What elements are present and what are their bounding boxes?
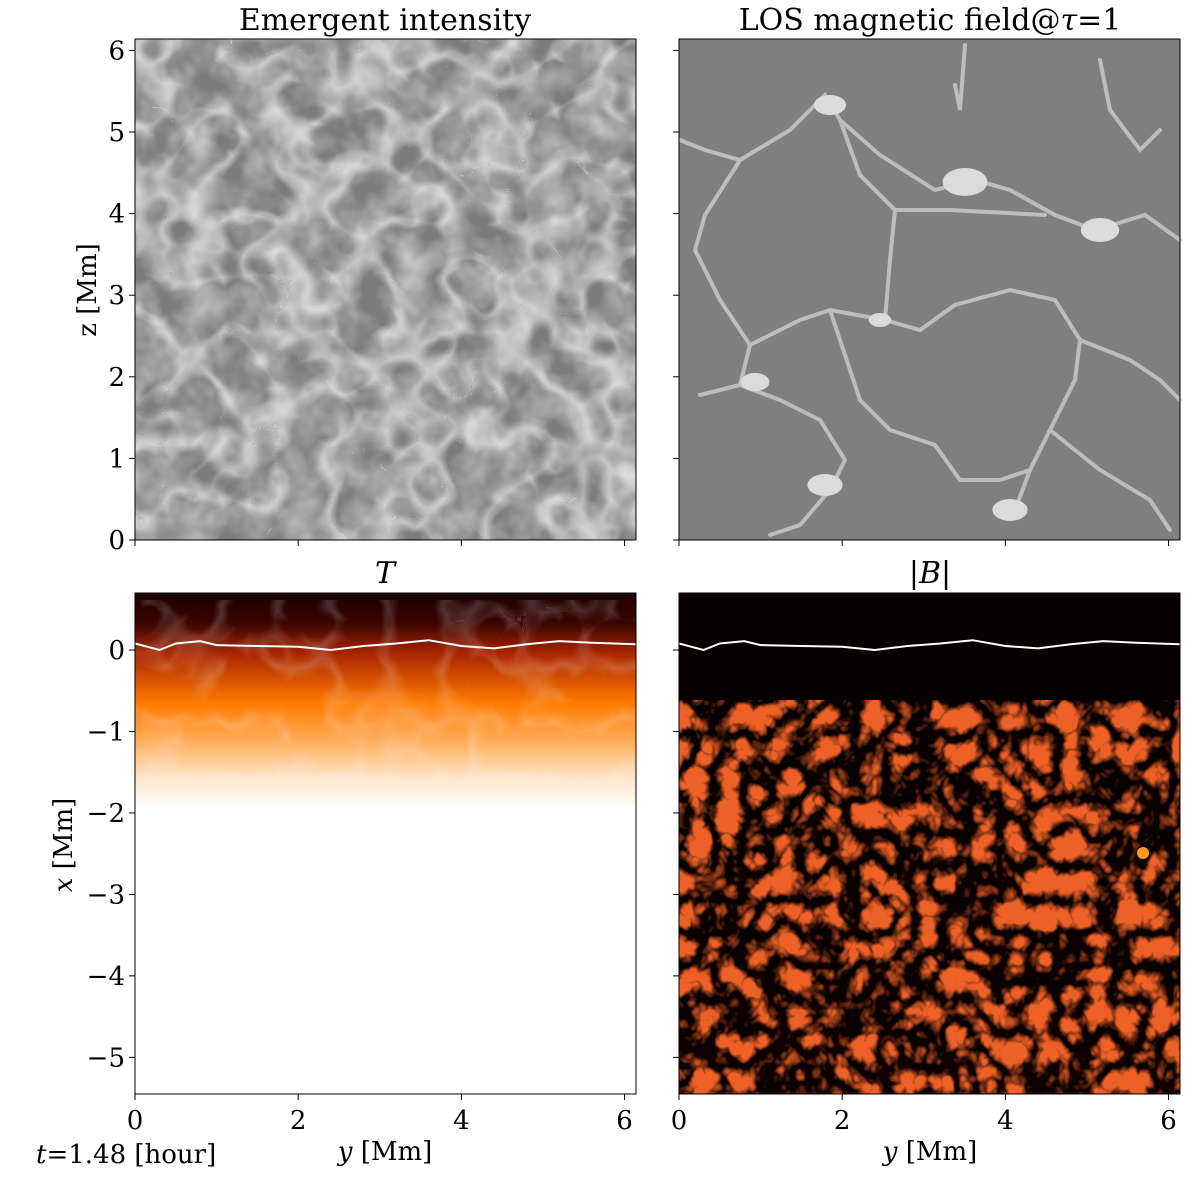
temperature-ylabel: x [Mm] [49,798,79,893]
y-tick-label: 1 [108,444,125,474]
x-tick-label: 6 [616,1106,633,1136]
intensity-frame [134,38,637,541]
temperature-xlabel: y [Mm] [337,1137,433,1167]
x-tick-label: 0 [671,1106,688,1136]
los-field-frame [678,38,1181,541]
los-field-network [678,43,1182,537]
intensity-y-ticks: 0 1 2 3 4 5 6 [108,36,135,556]
network-lane [893,208,1047,217]
bright-point [740,373,770,391]
temperature-x-ticks: 0 2 4 6 [127,1094,633,1136]
bmag-y-ticks [673,649,679,1058]
bright-point [942,168,988,196]
y-tick-label: 6 [108,36,125,66]
y-tick-label: −2 [87,799,125,829]
x-tick-label: 6 [1160,1106,1177,1136]
y-tick-label: −3 [87,880,125,910]
y-tick-label: 0 [108,526,125,556]
x-tick-label: 4 [453,1106,470,1136]
los-field-y-ticks [673,49,679,541]
network-lane [748,307,887,347]
bmag-map-filaments [679,700,1180,1094]
tau1-contour [134,639,637,652]
network-lane [1098,58,1162,154]
x-tick-label: 4 [997,1106,1014,1136]
bmag-xlabel: y [Mm] [882,1137,978,1167]
temperature-y-ticks: 0 −1 −2 −3 −4 −5 [87,636,135,1073]
y-tick-label: −5 [87,1043,125,1073]
tau1-contour [678,639,1181,652]
bmag-x-ticks: 0 2 4 6 [671,1094,1177,1136]
y-tick-label: 4 [108,200,125,230]
x-tick-label: 2 [290,1106,307,1136]
network-lane [838,118,1083,512]
y-tick-label: −4 [87,962,125,992]
intensity-map-lanes [135,39,636,540]
intensity-ylabel: z [Mm] [73,243,103,337]
y-tick-label: 5 [108,118,125,148]
intensity-title: Emergent intensity [239,3,531,38]
network-lane [678,138,742,162]
temperature-title: T [375,556,397,591]
los-field-title: LOS magnetic field@τ=1 [739,3,1122,38]
panel-emergent-intensity: Emergent intensity 0 1 2 3 4 5 6 z [Mm] [73,3,637,556]
bright-point [868,313,892,327]
time-stamp: t=1.48 [hour] [36,1140,216,1170]
network-lane [738,383,848,537]
los-field-x-ticks [678,540,1170,546]
network-lane [692,213,753,397]
temperature-plumes [135,600,636,780]
temperature-frame [134,592,637,1095]
bright-point [807,474,843,496]
bright-point [1080,218,1120,242]
network-lane [953,43,967,111]
x-tick-label: 2 [834,1106,851,1136]
y-tick-label: 3 [108,281,125,311]
panel-los-magnetic-field: LOS magnetic field@τ=1 [673,3,1182,546]
los-field-map-background [679,39,1180,540]
network-lane [1048,428,1172,532]
bmag-hotspot [1137,847,1149,859]
network-lane [1078,338,1182,402]
y-tick-label: −1 [87,717,125,747]
network-lane [828,308,1032,482]
x-tick-label: 0 [127,1106,144,1136]
intensity-x-ticks [134,540,626,546]
bmag-title: |B| [909,556,951,591]
y-tick-label: 0 [108,636,125,666]
y-tick-label: 2 [108,363,125,393]
panel-temperature: T 0 −1 −2 −3 −4 −5 0 2 4 6 x [Mm] y [Mm] [49,556,637,1167]
bright-point [814,95,846,115]
bright-point [992,499,1028,521]
bmag-frame [678,592,1181,1095]
panel-magnetic-magnitude: |B| 0 2 4 6 y [Mm] [671,556,1181,1167]
